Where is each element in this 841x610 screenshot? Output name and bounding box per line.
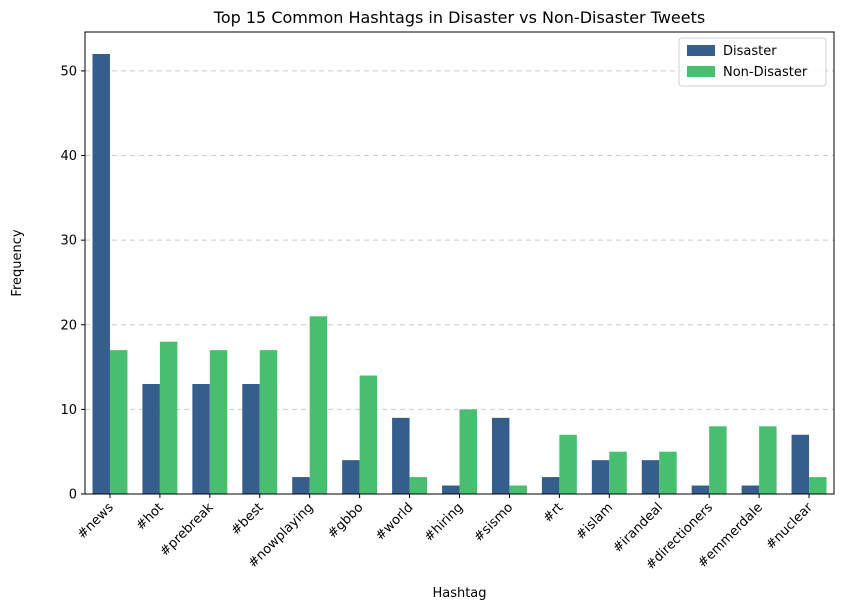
bar-non-disaster-nowplaying (309, 316, 328, 494)
bar-non-disaster-prebreak (209, 350, 228, 494)
bar-disaster-best (242, 384, 260, 494)
x-tick-label: #gbbo (325, 500, 366, 541)
bar-non-disaster-islam (609, 451, 627, 494)
y-tick-label: 40 (60, 149, 77, 164)
x-tick-label: #news (75, 500, 117, 542)
bar-non-disaster-nuclear (809, 477, 827, 494)
x-ticks: #news #hot#prebreak #best#nowplaying #gbbo #… (75, 494, 816, 573)
legend-label: Non-Disaster (723, 65, 808, 80)
bar-non-disaster-hiring (459, 409, 477, 494)
bar-disaster-nuclear (791, 434, 810, 494)
bar-non-disaster-emmerdale (759, 426, 777, 494)
x-tick-label: #sismo (471, 500, 516, 545)
grid-lines (85, 70, 834, 410)
bar-non-disaster-rt (559, 434, 577, 494)
bar-non-disaster-best (259, 350, 278, 494)
x-tick-label: #hiring (422, 500, 467, 545)
x-tick-label: #rt (540, 500, 566, 526)
x-tick-label: #nuclear (763, 500, 816, 553)
y-axis-label: Frequency (10, 229, 25, 296)
bar-disaster-hiring (442, 485, 460, 494)
y-ticks: 0 10 20 30 40 50 (60, 64, 85, 503)
bar-disaster-nowplaying (292, 477, 310, 494)
bar-disaster-sismo (491, 417, 510, 494)
x-tick-label: #hot (133, 500, 166, 533)
legend-label: Disaster (723, 44, 777, 59)
y-tick-label: 20 (60, 318, 77, 333)
legend: Disaster Non-Disaster (678, 37, 827, 87)
legend-frame (678, 37, 827, 87)
bar-disaster-irandeal (641, 460, 660, 494)
x-tick-label: #best (228, 500, 266, 538)
x-tick-label: #islam (573, 500, 616, 543)
bars (92, 54, 827, 494)
bar-disaster-prebreak (192, 384, 210, 494)
bar-non-disaster-world (409, 477, 428, 494)
bar-disaster-rt (541, 477, 560, 494)
bar-non-disaster-sismo (509, 485, 527, 494)
bar-disaster-emmerdale (741, 485, 760, 494)
y-tick-label: 0 (69, 488, 77, 503)
chart-title: Top 15 Common Hashtags in Disaster vs No… (213, 8, 705, 27)
legend-swatch (687, 66, 715, 77)
bar-disaster-world (392, 417, 410, 494)
bar-non-disaster-irandeal (659, 451, 677, 494)
y-tick-label: 50 (60, 64, 77, 79)
y-tick-label: 10 (60, 403, 77, 418)
bar-disaster-gbbo (342, 460, 360, 494)
bar-disaster-directioners (691, 485, 710, 494)
y-tick-label: 30 (60, 234, 77, 249)
x-axis-label: Hashtag (432, 586, 486, 601)
bar-non-disaster-directioners (709, 426, 727, 494)
bar-non-disaster-news (109, 350, 128, 494)
bar-disaster-news (92, 54, 110, 494)
x-tick-label: #world (373, 500, 417, 544)
bar-non-disaster-hot (159, 341, 178, 494)
bar-non-disaster-gbbo (359, 375, 378, 494)
legend-swatch (687, 45, 715, 56)
x-tick-label: #prebreak (157, 500, 217, 560)
bar-disaster-islam (591, 460, 610, 494)
bar-disaster-hot (142, 384, 160, 494)
